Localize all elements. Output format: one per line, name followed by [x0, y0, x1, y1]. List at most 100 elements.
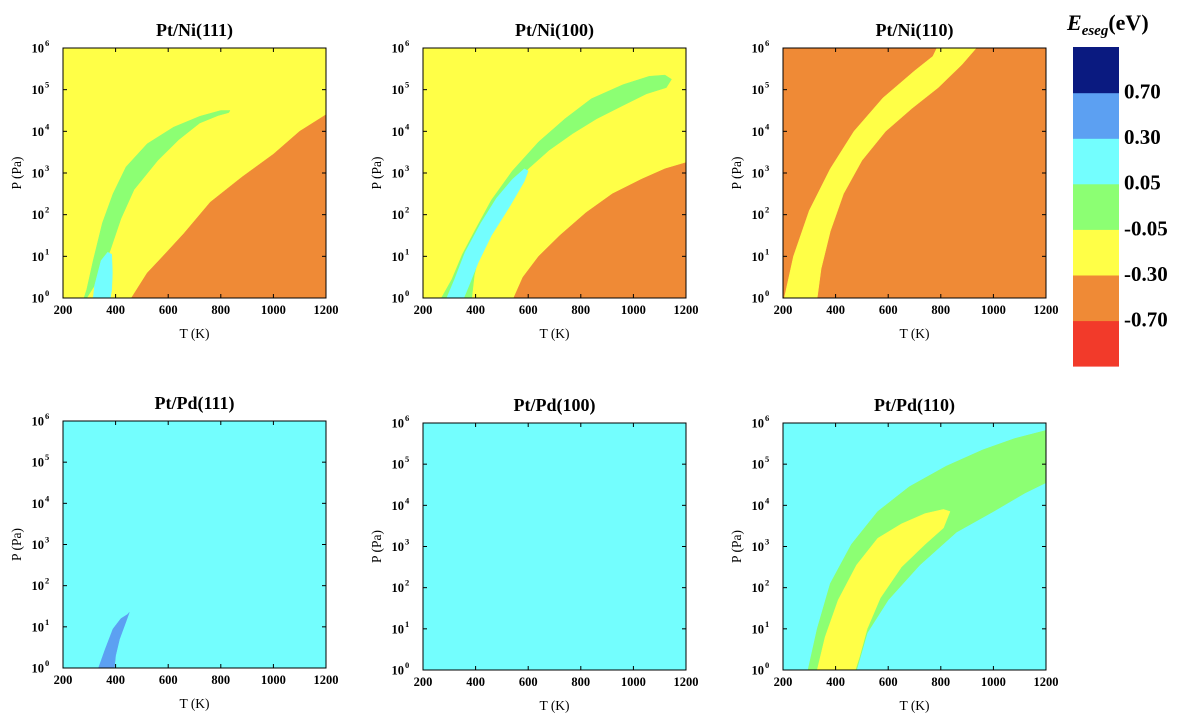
x-tick-label: 1200: [674, 303, 699, 317]
y-tick-label: 10: [32, 250, 45, 264]
colorbar-bin: [1073, 320, 1119, 367]
y-tick-label: 10: [392, 540, 405, 554]
y-tick-exponent: 6: [45, 38, 49, 48]
y-tick-exponent: 2: [405, 578, 409, 588]
colorbar-bin: [1073, 229, 1119, 276]
y-tick-exponent: 0: [765, 288, 769, 298]
y-tick-label: 10: [752, 540, 765, 554]
x-tick-label: 200: [414, 303, 433, 317]
y-tick-exponent: 3: [765, 537, 769, 547]
phase-region-3: [446, 168, 529, 298]
y-tick-exponent: 3: [405, 537, 409, 547]
y-tick-label: 10: [32, 125, 45, 139]
y-tick-label: 10: [752, 664, 765, 678]
y-tick-label: 10: [32, 415, 45, 429]
y-tick-label: 10: [752, 167, 765, 181]
y-tick-label: 10: [392, 664, 405, 678]
panel-title: Pt/Ni(111): [156, 20, 233, 41]
y-tick-label: 10: [392, 83, 405, 97]
x-tick-label: 1000: [981, 303, 1006, 317]
y-tick-exponent: 0: [45, 288, 49, 298]
y-tick-exponent: 2: [765, 205, 769, 215]
phase-region-2: [83, 110, 231, 298]
y-tick-label: 10: [392, 167, 405, 181]
y-tick-label: 10: [752, 83, 765, 97]
x-tick-label: 1000: [261, 673, 286, 687]
y-tick-label: 10: [32, 83, 45, 97]
y-tick-exponent: 1: [765, 246, 769, 256]
y-tick-exponent: 1: [405, 619, 409, 629]
y-tick-exponent: 4: [405, 121, 410, 131]
y-tick-label: 10: [752, 622, 765, 636]
x-tick-label: 400: [466, 303, 485, 317]
y-tick-exponent: 4: [45, 493, 50, 503]
x-tick-label: 200: [774, 303, 793, 317]
y-tick-label: 10: [32, 620, 45, 634]
y-tick-exponent: 6: [405, 413, 409, 423]
x-axis-label: T (K): [539, 326, 569, 341]
y-tick-exponent: 1: [405, 246, 409, 256]
x-tick-label: 1200: [1034, 675, 1059, 689]
panel-title: Pt/Ni(100): [515, 20, 594, 41]
y-tick-label: 10: [752, 458, 765, 472]
x-tick-label: 400: [466, 675, 485, 689]
colorbar-tick-label: -0.70: [1124, 307, 1168, 331]
y-tick-exponent: 4: [765, 121, 770, 131]
x-tick-label: 600: [159, 673, 178, 687]
y-tick-label: 10: [752, 292, 765, 306]
x-tick-label: 600: [159, 303, 178, 317]
panel-title: Pt/Pd(100): [514, 395, 596, 416]
phase-region-1: [784, 48, 977, 298]
y-tick-label: 10: [32, 538, 45, 552]
x-tick-label: 400: [106, 303, 125, 317]
y-tick-label: 10: [752, 208, 765, 222]
x-axis-label: T (K): [539, 698, 569, 713]
x-tick-label: 400: [826, 303, 845, 317]
y-tick-exponent: 2: [765, 578, 769, 588]
phase-region-2: [816, 509, 951, 670]
y-tick-label: 10: [32, 662, 45, 676]
x-tick-label: 1200: [674, 675, 699, 689]
y-tick-label: 10: [392, 250, 405, 264]
colorbar-tick-label: 0.05: [1124, 171, 1161, 195]
y-tick-label: 10: [752, 125, 765, 139]
y-tick-label: 10: [32, 42, 45, 56]
y-tick-exponent: 3: [765, 163, 769, 173]
y-tick-exponent: 5: [405, 454, 409, 464]
x-axis-label: T (K): [899, 698, 929, 713]
x-tick-label: 1200: [314, 673, 339, 687]
y-tick-exponent: 2: [45, 576, 49, 586]
y-tick-exponent: 6: [405, 38, 409, 48]
phase-region-1: [131, 114, 326, 298]
y-tick-label: 10: [32, 292, 45, 306]
y-tick-label: 10: [392, 458, 405, 472]
colorbar-tick-label: -0.30: [1124, 262, 1168, 286]
y-tick-exponent: 5: [45, 80, 49, 90]
y-tick-exponent: 5: [765, 454, 769, 464]
y-tick-exponent: 6: [765, 413, 769, 423]
y-tick-label: 10: [752, 417, 765, 431]
x-tick-label: 1200: [1034, 303, 1059, 317]
x-axis-label: T (K): [179, 696, 209, 711]
y-tick-label: 10: [32, 167, 45, 181]
x-tick-label: 400: [826, 675, 845, 689]
phase-region-1: [513, 162, 686, 298]
y-tick-exponent: 2: [405, 205, 409, 215]
colorbar-bin: [1073, 47, 1119, 94]
y-tick-exponent: 4: [765, 495, 770, 505]
y-tick-exponent: 2: [45, 205, 49, 215]
y-tick-label: 10: [392, 42, 405, 56]
y-tick-exponent: 1: [765, 619, 769, 629]
y-tick-exponent: 0: [405, 288, 409, 298]
x-tick-label: 400: [106, 673, 125, 687]
y-tick-exponent: 0: [45, 658, 49, 668]
x-tick-label: 600: [879, 675, 898, 689]
x-tick-label: 800: [571, 303, 590, 317]
y-tick-label: 10: [392, 125, 405, 139]
colorbar-tick-label: -0.05: [1124, 216, 1168, 240]
